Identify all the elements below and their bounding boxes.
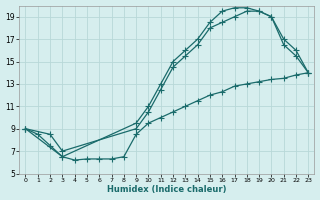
X-axis label: Humidex (Indice chaleur): Humidex (Indice chaleur) — [107, 185, 227, 194]
